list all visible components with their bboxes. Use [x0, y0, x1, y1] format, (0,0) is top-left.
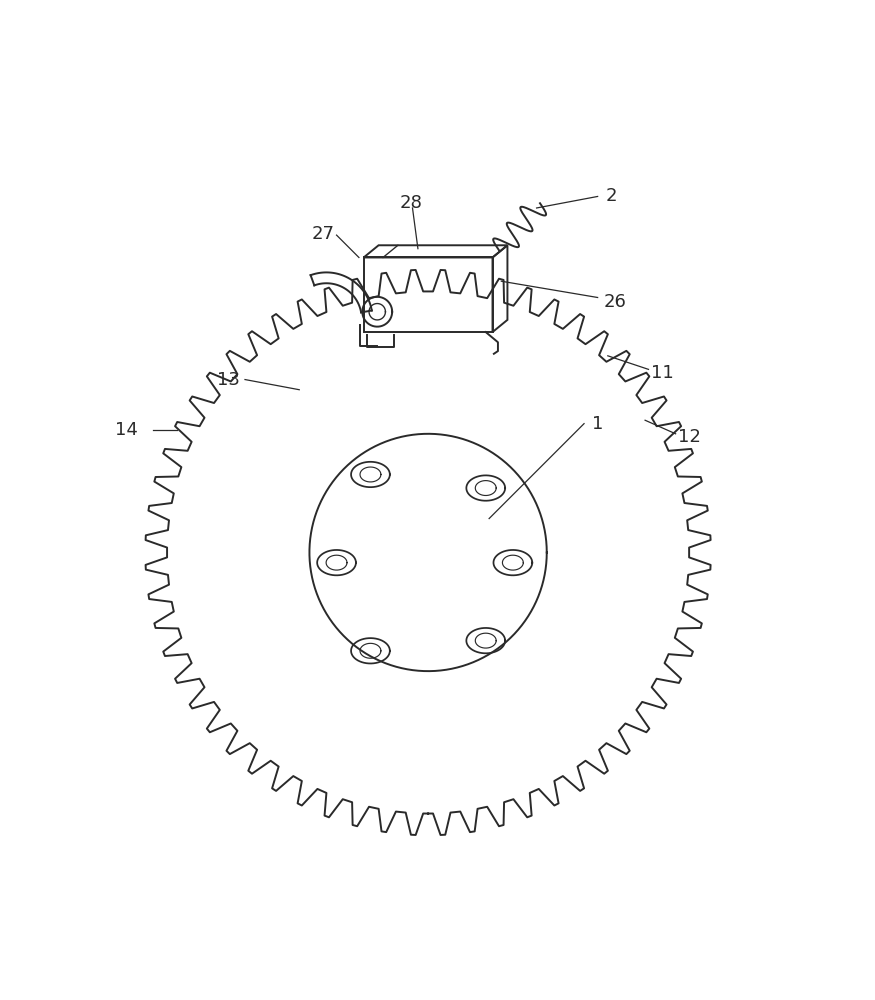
- Text: 12: 12: [678, 428, 701, 446]
- Text: 26: 26: [603, 293, 626, 311]
- Text: 1: 1: [592, 415, 604, 433]
- Text: 11: 11: [651, 364, 674, 382]
- Text: 14: 14: [115, 421, 137, 439]
- Text: 13: 13: [217, 371, 240, 389]
- Text: 28: 28: [400, 194, 423, 212]
- Text: 2: 2: [606, 187, 617, 205]
- Text: 27: 27: [312, 225, 334, 243]
